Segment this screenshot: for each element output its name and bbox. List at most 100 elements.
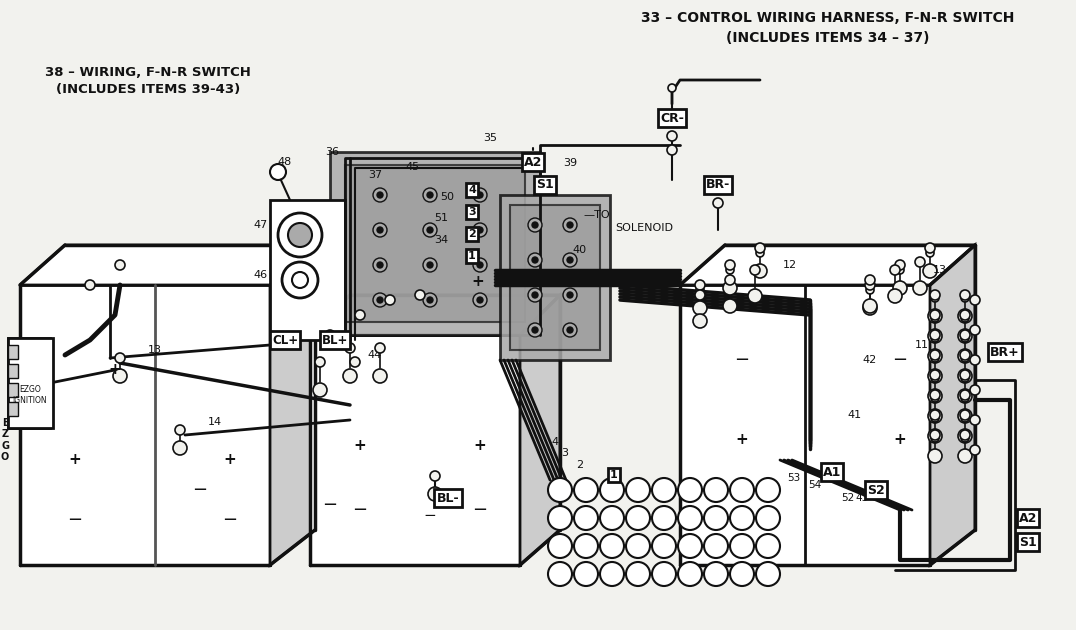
Circle shape: [355, 310, 365, 320]
Circle shape: [961, 354, 969, 362]
Circle shape: [960, 290, 969, 300]
Text: 35: 35: [483, 133, 497, 143]
Circle shape: [325, 330, 335, 340]
Circle shape: [863, 301, 877, 315]
Circle shape: [176, 426, 184, 434]
Bar: [8, 338, 49, 428]
Circle shape: [373, 369, 387, 383]
Circle shape: [473, 223, 487, 237]
Circle shape: [958, 429, 972, 443]
Circle shape: [695, 280, 705, 290]
Circle shape: [928, 369, 942, 383]
Text: 4: 4: [468, 185, 476, 195]
Circle shape: [726, 266, 734, 274]
Polygon shape: [310, 295, 560, 335]
Circle shape: [969, 325, 980, 335]
Circle shape: [652, 562, 676, 586]
Circle shape: [427, 227, 433, 233]
Text: 34: 34: [434, 235, 448, 245]
Circle shape: [750, 265, 760, 275]
Text: EZGO
IGNITION: EZGO IGNITION: [13, 386, 47, 404]
Text: CR-: CR-: [660, 112, 684, 125]
Circle shape: [960, 330, 969, 340]
Circle shape: [115, 353, 125, 363]
Text: 42: 42: [863, 355, 877, 365]
Circle shape: [423, 258, 437, 272]
Circle shape: [704, 506, 728, 530]
Circle shape: [423, 188, 437, 202]
Circle shape: [930, 350, 940, 360]
Circle shape: [725, 275, 735, 285]
Text: +: +: [473, 437, 486, 452]
Circle shape: [931, 354, 939, 362]
Bar: [8, 364, 18, 378]
Text: 46: 46: [254, 270, 268, 280]
Circle shape: [704, 534, 728, 558]
Circle shape: [548, 534, 572, 558]
Circle shape: [961, 414, 969, 422]
Polygon shape: [20, 245, 315, 285]
Text: 38 – WIRING, F-N-R SWITCH: 38 – WIRING, F-N-R SWITCH: [45, 66, 251, 79]
Text: BR+: BR+: [990, 345, 1020, 358]
Circle shape: [473, 293, 487, 307]
Circle shape: [756, 249, 764, 257]
Bar: [8, 402, 18, 416]
Circle shape: [600, 562, 624, 586]
Polygon shape: [930, 245, 975, 565]
Circle shape: [600, 506, 624, 530]
Polygon shape: [330, 152, 540, 335]
Text: A2: A2: [1019, 512, 1037, 525]
Text: SOLENOID: SOLENOID: [615, 223, 672, 233]
Text: 53: 53: [787, 473, 799, 483]
Circle shape: [915, 257, 925, 267]
Circle shape: [696, 286, 704, 294]
Circle shape: [350, 357, 360, 367]
Circle shape: [678, 562, 702, 586]
Text: 47: 47: [254, 220, 268, 230]
Circle shape: [477, 227, 483, 233]
Circle shape: [969, 385, 980, 395]
Text: 4: 4: [551, 437, 558, 447]
Text: 3: 3: [468, 207, 476, 217]
Circle shape: [678, 534, 702, 558]
Polygon shape: [680, 245, 975, 285]
Bar: [8, 338, 53, 428]
Text: 50: 50: [440, 192, 454, 202]
Circle shape: [931, 434, 939, 442]
Circle shape: [678, 478, 702, 502]
Circle shape: [532, 257, 538, 263]
Circle shape: [477, 297, 483, 303]
Circle shape: [385, 295, 395, 305]
Text: 33 – CONTROL WIRING HARNESS, F-N-R SWITCH: 33 – CONTROL WIRING HARNESS, F-N-R SWITC…: [641, 11, 1015, 25]
Circle shape: [528, 218, 542, 232]
Text: +: +: [224, 452, 237, 467]
Circle shape: [278, 213, 322, 257]
Circle shape: [888, 289, 902, 303]
Circle shape: [373, 258, 387, 272]
Circle shape: [532, 327, 538, 333]
Circle shape: [865, 280, 875, 290]
Circle shape: [928, 329, 942, 343]
Bar: [8, 345, 16, 357]
Circle shape: [528, 323, 542, 337]
Circle shape: [958, 349, 972, 363]
Circle shape: [528, 288, 542, 302]
Circle shape: [723, 299, 737, 313]
Circle shape: [896, 266, 904, 274]
Text: A1: A1: [823, 466, 841, 479]
Text: A2: A2: [524, 156, 542, 168]
Circle shape: [923, 264, 937, 278]
Circle shape: [931, 294, 939, 302]
Text: BR-: BR-: [706, 178, 731, 192]
Text: −: −: [735, 351, 750, 369]
Circle shape: [961, 394, 969, 402]
Text: 54: 54: [808, 480, 822, 490]
Circle shape: [600, 478, 624, 502]
Circle shape: [931, 394, 939, 402]
Circle shape: [626, 562, 650, 586]
Circle shape: [960, 310, 969, 320]
Text: S1: S1: [536, 178, 554, 192]
Circle shape: [377, 227, 383, 233]
Text: (INCLUDES ITEMS 34 – 37): (INCLUDES ITEMS 34 – 37): [726, 31, 930, 45]
Circle shape: [756, 478, 780, 502]
